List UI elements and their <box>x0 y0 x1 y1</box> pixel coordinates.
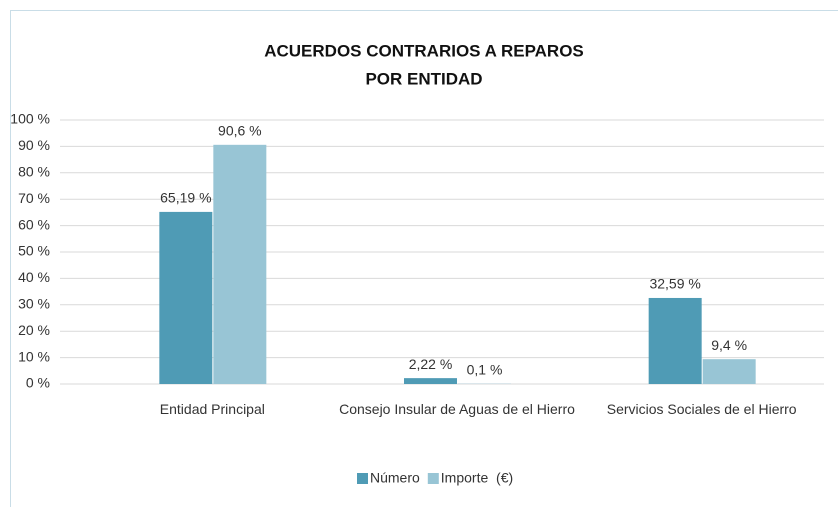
legend-label: Importe (€) <box>441 470 513 486</box>
x-tick-label: Entidad Principal <box>160 401 265 417</box>
y-tick-label: 10 % <box>18 348 50 364</box>
data-label: 2,22 % <box>409 356 453 372</box>
data-label: 90,6 % <box>218 123 262 139</box>
y-tick-label: 40 % <box>18 269 50 285</box>
bar <box>213 144 267 384</box>
bar <box>648 297 702 384</box>
x-tick-label: Servicios Sociales de el Hierro <box>607 401 797 417</box>
y-tick-label: 20 % <box>18 322 50 338</box>
y-tick-label: 90 % <box>18 137 50 153</box>
chart-frame <box>10 10 838 507</box>
y-tick-label: 80 % <box>18 164 50 180</box>
chart-title: ACUERDOS CONTRARIOS A REPAROS <box>264 41 584 60</box>
y-tick-label: 30 % <box>18 296 50 312</box>
x-tick-label: Consejo Insular de Aguas de el Hierro <box>339 401 575 417</box>
y-tick-label: 50 % <box>18 243 50 259</box>
data-label: 65,19 % <box>160 190 211 206</box>
legend-swatch <box>427 473 439 484</box>
data-label: 0,1 % <box>467 361 503 377</box>
data-label: 9,4 % <box>711 337 747 353</box>
data-label: 32,59 % <box>649 276 700 292</box>
chart-title: POR ENTIDAD <box>365 69 482 88</box>
bar <box>404 378 457 384</box>
bar <box>159 211 213 384</box>
bar <box>702 359 756 384</box>
legend-label: Número <box>370 470 420 486</box>
y-tick-label: 100 % <box>10 111 50 127</box>
legend-swatch <box>357 473 368 484</box>
y-tick-label: 0 % <box>26 375 50 391</box>
y-tick-label: 70 % <box>18 190 50 206</box>
y-tick-label: 60 % <box>18 216 50 232</box>
